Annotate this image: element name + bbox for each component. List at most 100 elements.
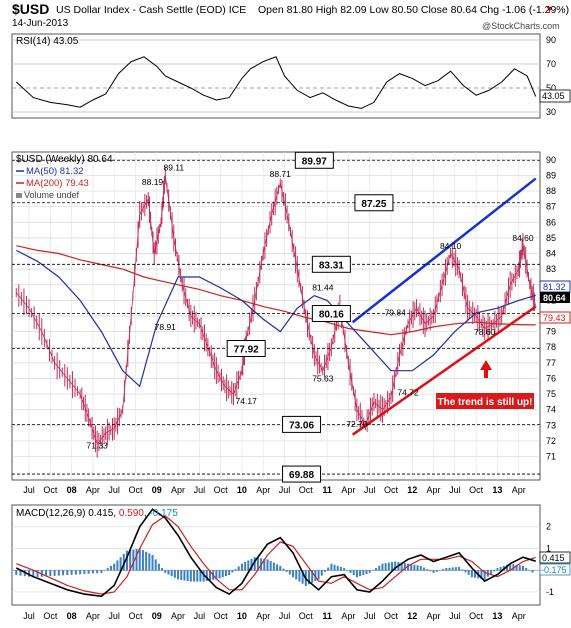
macd-hist-bar [451,567,454,571]
x-tick-label: Apr [86,485,100,495]
level-box [294,151,334,169]
macd-hist-bar [276,564,279,571]
macd-hist-bar [387,562,390,571]
macd-hist-bar [413,564,416,571]
macd-hist-bar [19,570,22,576]
macd-hist-bar [218,570,221,579]
macd-hist-bar [119,557,122,571]
header-date: 14-Jun-2013 [12,18,69,29]
macd-hist-bar [45,570,48,577]
macd-hist-bar [483,570,486,580]
x-tick-label: Oct [469,611,484,621]
peak-label: 88.19 [142,177,164,187]
channel-top-line [351,177,537,324]
peak-label: 84.60 [512,233,534,243]
price-tick-label: 75 [546,389,556,399]
macd-hist-bar [263,558,266,571]
close-value-label: 80.64 [543,293,566,303]
macd-hist-bar [365,570,368,574]
macd-hist-bar [157,563,160,571]
macd-hist-bar [391,562,394,571]
price-tick-label: 86 [546,217,556,227]
macd-hist-bar [352,570,355,576]
x-axis-bottom: Jul Oct 08 Apr Jul Oct 09 Apr Jul Oct 10 Apr Jul Oct 1… [23,611,525,621]
macd-hist-bar [426,569,429,571]
macd-hist-bar [292,570,295,578]
x-tick-label: Oct [43,485,58,495]
macd-hist-bar [438,570,441,571]
level-box [282,465,322,483]
macd-hist-bar [509,563,512,571]
price-tick-label: 90 [546,155,556,165]
macd-hist-bar [164,570,167,573]
macd-hist-bar [177,570,180,580]
macd-hist-bar [116,560,119,571]
macd-hist-bar [311,570,314,583]
macd-hist-bar [355,570,358,578]
x-tick-label: Apr [171,485,185,495]
macd-hist-bar [154,559,157,571]
macd-hist-bar [129,550,132,571]
symbol-title: $USD [12,1,50,17]
ohlc-summary: Open 81.80 High 82.09 Low 80.50 Close 80… [258,4,570,16]
price-tick-label: 73 [546,420,556,430]
macd-hist-bar [480,570,483,579]
level-label: 83.31 [319,260,344,271]
macd-hist-bar [400,562,403,571]
macd-hist-bar [148,553,151,571]
macd-hist-bar [490,570,493,574]
x-tick-label: Oct [214,485,229,495]
price-tick-label: 83 [546,264,556,274]
x-tick-label: Jul [364,485,376,495]
macd-hist-bar [151,555,154,571]
macd-hist-bar [362,570,365,576]
x-tick-label: Apr [171,611,185,621]
macd-hist-bar [419,565,422,571]
annotation-text: The trend is still up! [437,397,532,408]
macd-hist-bar [343,568,346,571]
rsi-tick-label: 90 [546,35,556,45]
level-box [311,255,351,273]
macd-hist-bar [528,569,531,571]
rsi-panel: 30 50 70 90 RSI(14) 43.05 43.05 [11,33,571,119]
uptrend-line [351,305,537,436]
level-box [226,339,266,357]
x-tick-label: Apr [512,611,526,621]
macd-hist-bar [231,570,234,573]
macd-hist-bar [189,570,192,582]
ma200-value-label: 79.43 [543,313,566,323]
price-tick-label: 85 [546,233,556,243]
macd-hist-bar [470,570,473,578]
price-tick-label: 78 [546,342,556,352]
macd-hist-bar [57,570,60,576]
macd-hist-bar [205,570,208,582]
legend-volume: Volume undef [24,190,80,200]
macd-hist-bar [180,570,183,580]
macd-hist-bar [448,567,451,571]
x-tick-label: 13 [492,485,502,495]
macd-hist-bar [285,570,288,572]
macd-hist-bar [170,570,173,577]
macd-histogram [15,548,534,586]
macd-hist-bar [422,567,425,571]
macd-hist-bar [368,570,371,573]
macd-hist-bar [247,560,250,571]
price-tick-label: 77 [546,358,556,368]
macd-hist-bar [113,563,116,571]
macd-hist-bar [429,570,432,572]
x-tick-label: 12 [407,611,417,621]
macd-legend: MACD(12,26,9) 0.415, 0.590, -0.175 [16,508,178,519]
macd-hist-bar [432,570,435,573]
x-tick-label: 12 [407,485,417,495]
macd-hist-bar [209,570,211,581]
rsi-tick-label: 50 [546,83,556,93]
rsi-tick-label: 30 [546,107,556,117]
macd-hist-bar [525,567,528,571]
level-label: 80.16 [319,310,344,321]
macd-value-label: 0.415 [542,553,565,563]
macd-hist-bar [499,566,502,571]
macd-hist-bar [269,560,272,571]
peak-label: 89.11 [163,163,184,173]
macd-hist-bar [327,567,330,571]
